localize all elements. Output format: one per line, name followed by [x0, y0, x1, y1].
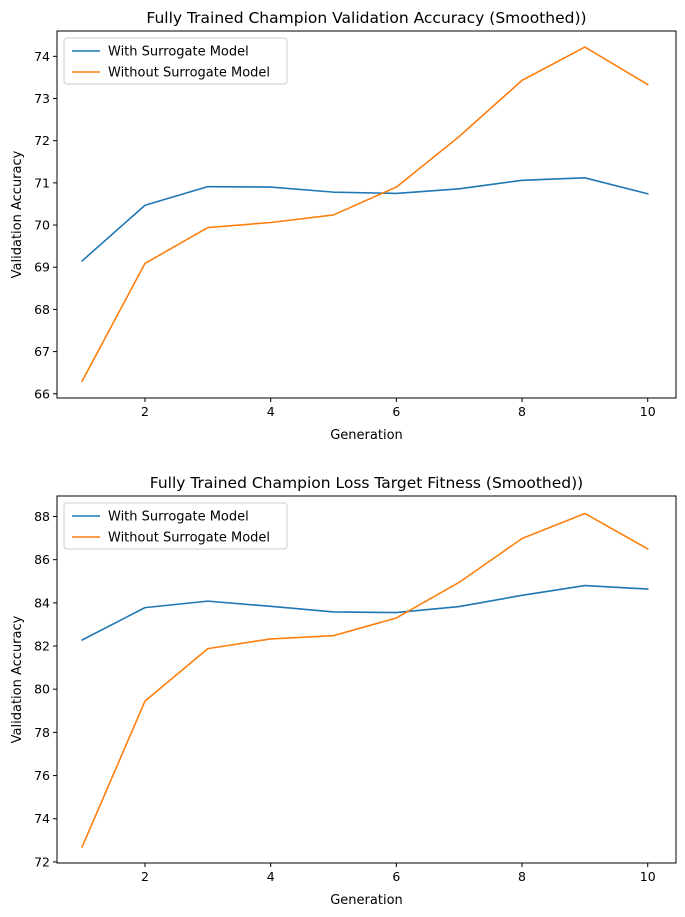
- legend-box: [63, 37, 288, 85]
- y-tick-label: 74: [34, 811, 50, 826]
- x-tick-label: 2: [141, 869, 149, 884]
- legend-label: Without Surrogate Model: [108, 66, 270, 81]
- y-tick-label: 66: [34, 386, 50, 401]
- y-tick-label: 74: [34, 49, 50, 64]
- x-axis-label: Generation: [330, 893, 403, 908]
- series-line-with-surrogate: [81, 177, 649, 263]
- y-tick-label: 67: [34, 344, 50, 359]
- y-tick-label: 86: [34, 552, 50, 567]
- x-tick-label: 6: [392, 869, 400, 884]
- y-tick-label: 80: [34, 682, 50, 697]
- y-tick-label: 68: [34, 302, 50, 317]
- y-axis-label: Validation Accuracy: [10, 150, 25, 278]
- chart-title: Fully Trained Champion Validation Accura…: [146, 9, 586, 27]
- y-tick-label: 76: [34, 768, 50, 783]
- legend-box: [63, 502, 288, 550]
- y-tick-label: 72: [34, 854, 50, 869]
- y-tick-label: 71: [34, 175, 50, 190]
- chart-2: Fully Trained Champion Loss Target Fitne…: [10, 474, 677, 908]
- chart-1: Fully Trained Champion Validation Accura…: [10, 9, 677, 443]
- x-tick-label: 8: [518, 404, 526, 419]
- legend-label: Without Surrogate Model: [108, 531, 270, 546]
- x-axis-label: Generation: [330, 428, 403, 443]
- series-line-without-surrogate: [81, 46, 649, 383]
- legend-label: With Surrogate Model: [108, 45, 249, 60]
- y-tick-label: 78: [34, 725, 50, 740]
- chart-title: Fully Trained Champion Loss Target Fitne…: [150, 474, 583, 492]
- x-tick-label: 4: [267, 404, 275, 419]
- y-tick-label: 72: [34, 133, 50, 148]
- y-tick-label: 73: [34, 91, 50, 106]
- x-tick-label: 8: [518, 869, 526, 884]
- plot-frame: [56, 30, 677, 399]
- x-tick-label: 10: [640, 869, 656, 884]
- series-line-with-surrogate: [81, 584, 649, 642]
- plot-frame: [56, 495, 677, 864]
- x-tick-label: 6: [392, 404, 400, 419]
- y-axis-label: Validation Accuracy: [10, 615, 25, 743]
- series-line-without-surrogate: [81, 512, 649, 848]
- y-tick-label: 82: [34, 639, 50, 654]
- x-tick-label: 10: [640, 404, 656, 419]
- legend: With Surrogate Model Without Surrogate Mo…: [63, 502, 288, 550]
- legend-label: With Surrogate Model: [108, 510, 249, 525]
- y-tick-label: 88: [34, 509, 50, 524]
- y-tick-label: 84: [34, 595, 50, 610]
- legend: With Surrogate Model Without Surrogate Mo…: [63, 37, 288, 85]
- x-tick-label: 4: [267, 869, 275, 884]
- x-tick-label: 2: [141, 404, 149, 419]
- y-tick-label: 70: [34, 218, 50, 233]
- y-tick-label: 69: [34, 260, 50, 275]
